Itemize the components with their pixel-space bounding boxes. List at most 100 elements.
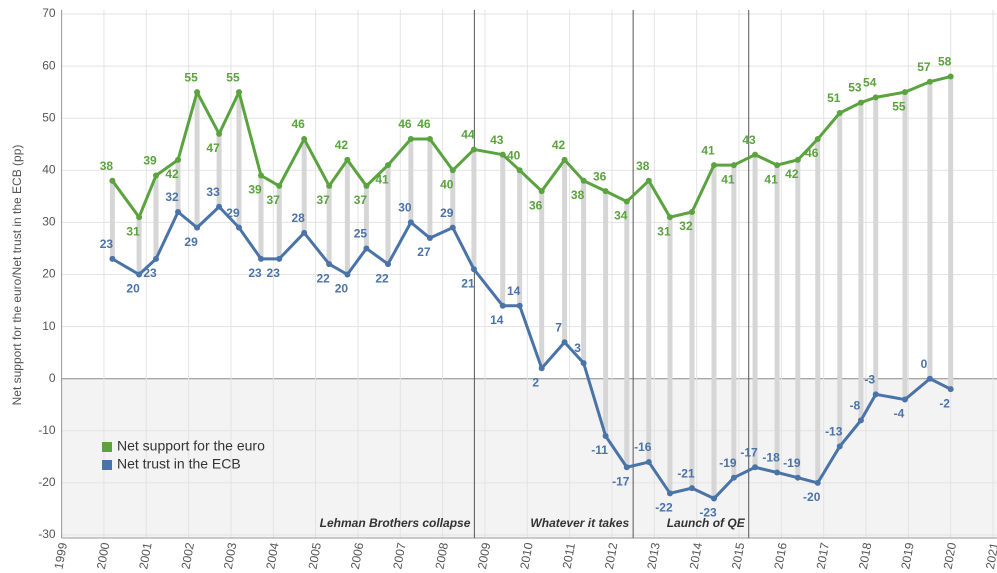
- data-label: -20: [803, 490, 821, 504]
- x-tick-label: 2001: [136, 541, 154, 570]
- data-label: 41: [721, 172, 735, 186]
- data-label: -13: [825, 425, 843, 439]
- annotation: Whatever it takes: [530, 516, 629, 530]
- data-label: 14: [507, 284, 521, 298]
- point: [580, 177, 587, 184]
- x-tick-label: 2003: [221, 541, 239, 570]
- point: [602, 433, 609, 440]
- point: [385, 162, 392, 169]
- data-label: 23: [248, 266, 262, 280]
- point: [258, 172, 265, 179]
- data-label: -21: [677, 466, 695, 480]
- data-label: 0: [921, 357, 928, 371]
- point: [872, 391, 879, 398]
- data-label: 32: [165, 190, 179, 204]
- data-label: 22: [316, 271, 330, 285]
- point: [623, 198, 630, 205]
- y-tick-label: 30: [42, 215, 56, 229]
- data-label: 41: [764, 172, 778, 186]
- point: [470, 266, 477, 273]
- x-tick-label: 2015: [729, 541, 747, 570]
- data-label: 38: [100, 159, 114, 173]
- x-tick-label: 2019: [898, 541, 916, 570]
- point: [194, 224, 201, 231]
- data-label: 46: [805, 146, 819, 160]
- point: [794, 474, 801, 481]
- point: [194, 89, 201, 96]
- data-label: 39: [143, 154, 157, 168]
- data-label: 2: [532, 375, 539, 389]
- data-label: -2: [939, 396, 950, 410]
- point: [276, 255, 283, 262]
- point: [326, 261, 333, 268]
- data-label: 41: [375, 172, 389, 186]
- data-label: 42: [552, 138, 566, 152]
- x-tick-label: 2014: [687, 541, 705, 570]
- data-label: 34: [614, 209, 628, 223]
- data-label: 29: [184, 235, 198, 249]
- x-tick-label: 2005: [306, 541, 324, 570]
- y-tick-label: -30: [38, 527, 56, 541]
- legend-label: Net trust in the ECB: [117, 456, 241, 472]
- data-label: -8: [850, 399, 861, 413]
- point: [136, 214, 143, 221]
- y-tick-label: 60: [42, 58, 56, 72]
- y-tick-label: 70: [42, 6, 56, 20]
- x-tick-label: 2018: [856, 541, 874, 570]
- data-label: 46: [398, 117, 412, 131]
- data-label: 46: [292, 117, 306, 131]
- data-label: 33: [206, 185, 220, 199]
- data-label: -16: [634, 440, 652, 454]
- data-label: 29: [440, 206, 454, 220]
- x-tick-label: 2016: [771, 541, 789, 570]
- point: [407, 219, 414, 226]
- data-label: 42: [165, 167, 179, 181]
- point: [426, 136, 433, 143]
- point: [470, 146, 477, 153]
- data-label: 21: [461, 276, 475, 290]
- data-label: 42: [785, 167, 799, 181]
- annotation: Launch of QE: [667, 516, 746, 530]
- point: [947, 73, 954, 80]
- data-label: 20: [335, 282, 349, 296]
- series-line: [111, 205, 952, 501]
- data-label: 36: [593, 169, 607, 183]
- point: [301, 136, 308, 143]
- point: [666, 214, 673, 221]
- point: [711, 162, 718, 169]
- x-tick-label: 2007: [390, 541, 408, 570]
- point: [711, 495, 718, 502]
- data-label: 55: [892, 99, 906, 113]
- y-tick-label: -10: [38, 423, 56, 437]
- y-tick-label: 40: [42, 162, 56, 176]
- data-label: 37: [267, 193, 281, 207]
- point: [344, 156, 351, 163]
- data-label: 55: [226, 70, 240, 84]
- y-tick-label: 0: [49, 371, 56, 385]
- x-tick-label: 2012: [602, 541, 620, 570]
- point: [730, 162, 737, 169]
- data-label: 40: [440, 177, 454, 191]
- legend-swatch: [102, 442, 112, 452]
- data-label: 27: [417, 245, 431, 259]
- point: [926, 78, 933, 85]
- x-tick-label: 2017: [814, 541, 832, 570]
- point: [363, 182, 370, 189]
- point: [774, 162, 781, 169]
- data-label: 31: [126, 224, 140, 238]
- x-tick-label: 2002: [179, 541, 197, 570]
- x-tick-label: 2020: [941, 541, 959, 570]
- x-tick-label: 2011: [560, 542, 578, 570]
- data-label: 47: [206, 141, 220, 155]
- data-label: 43: [490, 133, 504, 147]
- point: [538, 188, 545, 195]
- point: [947, 386, 954, 393]
- point: [688, 208, 695, 215]
- data-label: -23: [699, 506, 717, 520]
- data-label: -19: [783, 456, 801, 470]
- point: [901, 396, 908, 403]
- point: [136, 271, 143, 278]
- x-tick-label: 2004: [263, 541, 281, 570]
- annotation: Lehman Brothers collapse: [320, 516, 471, 530]
- point: [407, 136, 414, 143]
